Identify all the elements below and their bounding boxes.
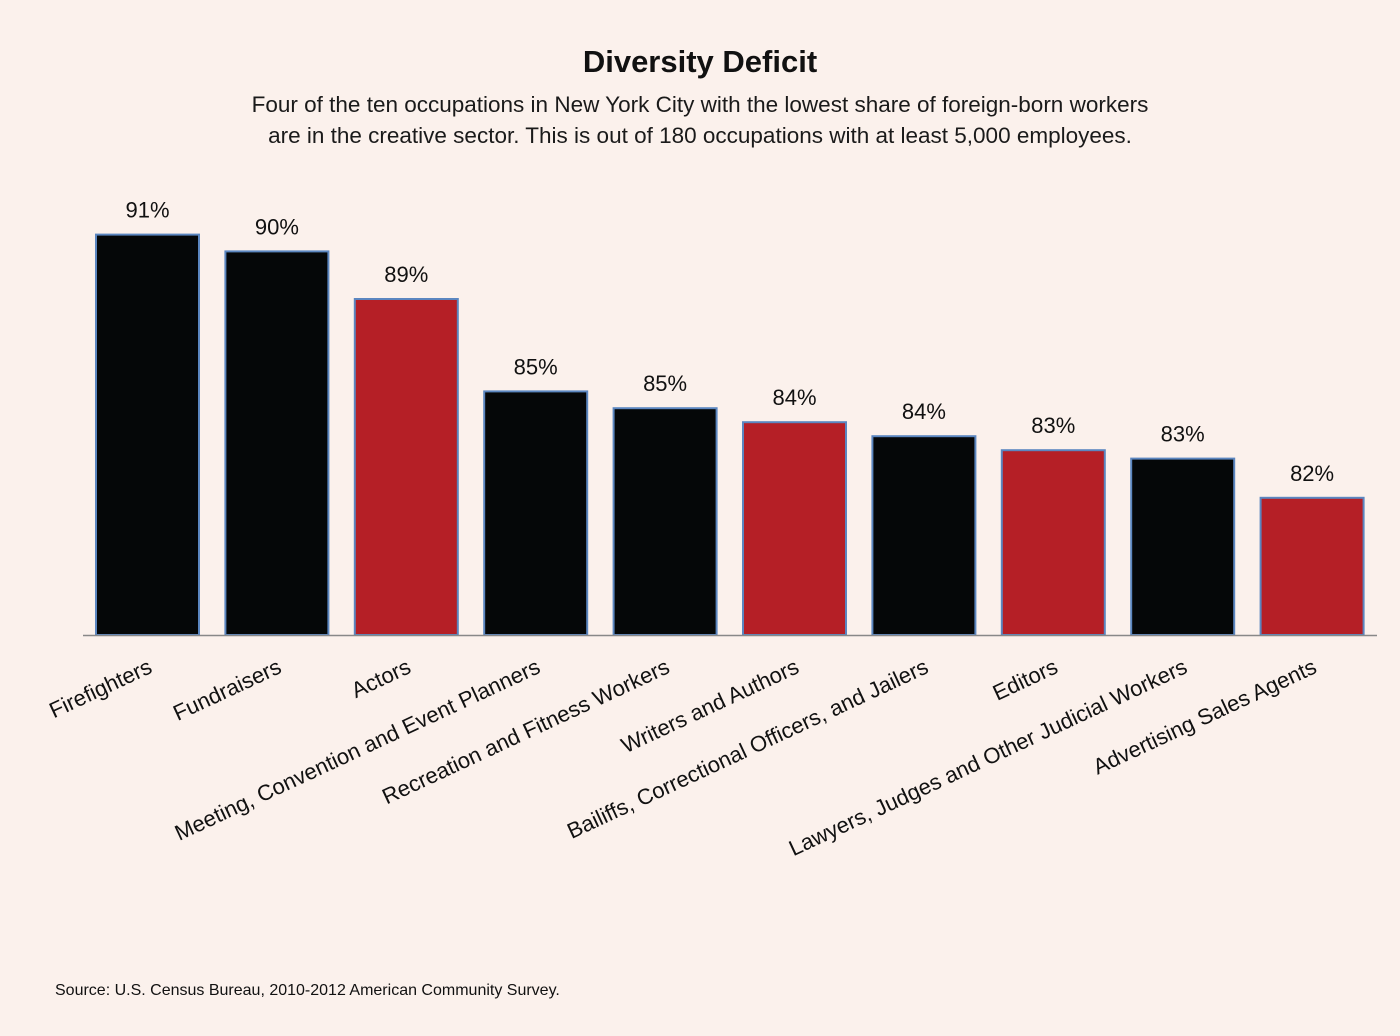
source-note: Source: U.S. Census Bureau, 2010-2012 Am… <box>55 982 560 999</box>
category-label: Editors <box>989 654 1062 706</box>
data-label: 90% <box>255 214 299 239</box>
bar-7 <box>871 435 977 637</box>
subtitle-line: are in the creative sector. This is out … <box>268 123 1132 148</box>
category-label: Actors <box>347 654 414 703</box>
bar-9 <box>1130 457 1236 636</box>
chart-subtitle: Four of the ten occupations in New York … <box>0 89 1400 151</box>
bar-4 <box>483 390 589 636</box>
category-label: Fundraisers <box>169 654 285 726</box>
bar-8 <box>1000 449 1106 637</box>
subtitle-line: Four of the ten occupations in New York … <box>251 92 1149 117</box>
category-label: Firefighters <box>45 654 155 723</box>
bar-5 <box>612 407 718 637</box>
data-label: 83% <box>1031 413 1075 438</box>
data-label: 85% <box>514 354 558 379</box>
bar-1 <box>95 233 200 636</box>
data-label: 82% <box>1290 461 1334 486</box>
data-label: 83% <box>1161 422 1205 447</box>
data-label: 84% <box>902 399 946 424</box>
data-label: 91% <box>125 198 169 223</box>
category-label: Advertising Sales Agents <box>1089 654 1320 780</box>
data-label: 89% <box>384 262 428 287</box>
chart-title: Diversity Deficit <box>582 44 818 79</box>
bar-3 <box>353 298 459 636</box>
bar-6 <box>742 421 847 637</box>
bar-10 <box>1259 496 1365 636</box>
data-label: 84% <box>772 385 816 410</box>
bar-2 <box>224 250 330 636</box>
data-label: 85% <box>643 371 687 396</box>
